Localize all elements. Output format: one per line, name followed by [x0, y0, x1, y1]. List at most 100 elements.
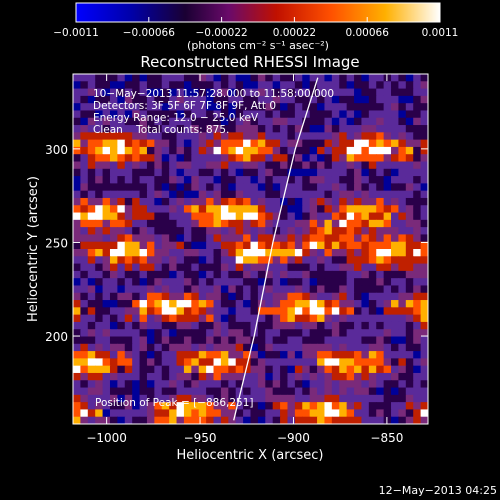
heatmap-cell — [265, 168, 274, 177]
heatmap-cell — [191, 394, 200, 403]
heatmap-cell — [354, 190, 363, 199]
heatmap-cell — [272, 372, 281, 381]
heatmap-cell — [302, 300, 311, 308]
heatmap-cell — [346, 263, 355, 272]
heatmap-cell — [354, 81, 363, 90]
heatmap-cell — [376, 263, 385, 272]
heatmap-cell — [124, 416, 133, 424]
heatmap-cell — [87, 292, 96, 301]
heatmap-cell — [176, 205, 185, 214]
heatmap-cell — [339, 190, 348, 199]
heatmap-cell — [265, 329, 274, 338]
heatmap-cell — [176, 190, 185, 199]
heatmap-cell — [391, 402, 400, 411]
heatmap-cell — [398, 146, 407, 155]
heatmap-cell — [243, 74, 252, 82]
heatmap-cell — [309, 292, 318, 301]
heatmap-cell — [220, 336, 229, 345]
heatmap-cell — [294, 416, 303, 424]
heatmap-cell — [220, 241, 229, 250]
heatmap-cell — [272, 358, 281, 367]
heatmap-cell — [302, 154, 311, 163]
heatmap-cell — [272, 132, 281, 141]
heatmap-cell — [346, 146, 355, 155]
heatmap-cell — [250, 168, 259, 177]
heatmap-cell — [309, 285, 318, 294]
heatmap-cell — [420, 190, 428, 199]
heatmap-cell — [346, 416, 355, 424]
heatmap-cell — [146, 241, 155, 250]
heatmap-cell — [294, 402, 303, 411]
heatmap-cell — [346, 219, 355, 228]
heatmap-cell — [124, 110, 133, 119]
heatmap-cell — [139, 285, 148, 294]
heatmap-cell — [95, 117, 104, 126]
heatmap-cell — [280, 205, 289, 214]
heatmap-cell — [198, 212, 207, 221]
heatmap-cell — [383, 190, 392, 199]
heatmap-cell — [346, 321, 355, 330]
heatmap-cell — [354, 365, 363, 374]
heatmap-cell — [272, 241, 281, 250]
heatmap-cell — [117, 256, 126, 265]
heatmap-cell — [250, 336, 259, 345]
heatmap-cell — [405, 154, 414, 163]
heatmap-cell — [109, 168, 118, 177]
heatmap-cell — [391, 139, 400, 148]
heatmap-cell — [294, 176, 303, 184]
heatmap-cell — [132, 227, 141, 236]
heatmap-cell — [95, 285, 104, 294]
heatmap-cell — [183, 380, 192, 389]
heatmap-cell — [294, 329, 303, 338]
heatmap-cell — [73, 103, 81, 112]
heatmap-cell — [324, 307, 333, 316]
heatmap-cell — [169, 394, 178, 403]
heatmap-cell — [302, 285, 311, 294]
heatmap-cell — [198, 190, 207, 199]
heatmap-cell — [257, 380, 266, 389]
heatmap-cell — [154, 249, 163, 257]
heatmap-cell — [161, 190, 170, 199]
heatmap-cell — [124, 394, 133, 403]
heatmap-cell — [354, 132, 363, 141]
heatmap-cell — [280, 234, 289, 243]
heatmap-cell — [95, 380, 104, 389]
heatmap-cell — [272, 402, 281, 411]
heatmap-cell — [95, 292, 104, 301]
heatmap-cell — [235, 110, 244, 119]
heatmap-cell — [213, 197, 222, 206]
heatmap-cell — [220, 307, 229, 316]
heatmap-cell — [265, 95, 274, 104]
heatmap-cell — [280, 256, 289, 265]
heatmap-cell — [228, 241, 237, 250]
heatmap-cell — [376, 197, 385, 206]
heatmap-cell — [95, 74, 104, 82]
heatmap-cell — [198, 351, 207, 359]
heatmap-cell — [73, 219, 81, 228]
heatmap-cell — [391, 278, 400, 287]
heatmap-cell — [302, 74, 311, 82]
heatmap-cell — [102, 270, 111, 279]
heatmap-cell — [132, 154, 141, 163]
heatmap-cell — [139, 212, 148, 221]
heatmap-cell — [294, 219, 303, 228]
heatmap-cell — [154, 197, 163, 206]
heatmap-cell — [368, 292, 377, 301]
heatmap-cell — [420, 161, 428, 170]
heatmap-cell — [331, 300, 340, 308]
heatmap-cell — [280, 409, 289, 418]
heatmap-cell — [80, 402, 89, 411]
heatmap-cell — [154, 278, 163, 287]
heatmap-cell — [87, 307, 96, 316]
heatmap-cell — [213, 212, 222, 221]
heatmap-cell — [346, 329, 355, 338]
heatmap-cell — [324, 263, 333, 272]
heatmap-cell — [339, 176, 348, 184]
heatmap-cell — [413, 380, 422, 389]
heatmap-cell — [383, 402, 392, 411]
heatmap-cell — [191, 343, 200, 352]
heatmap-cell — [383, 205, 392, 214]
heatmap-cell — [73, 387, 81, 396]
heatmap-cell — [198, 249, 207, 257]
heatmap-cell — [413, 321, 422, 330]
